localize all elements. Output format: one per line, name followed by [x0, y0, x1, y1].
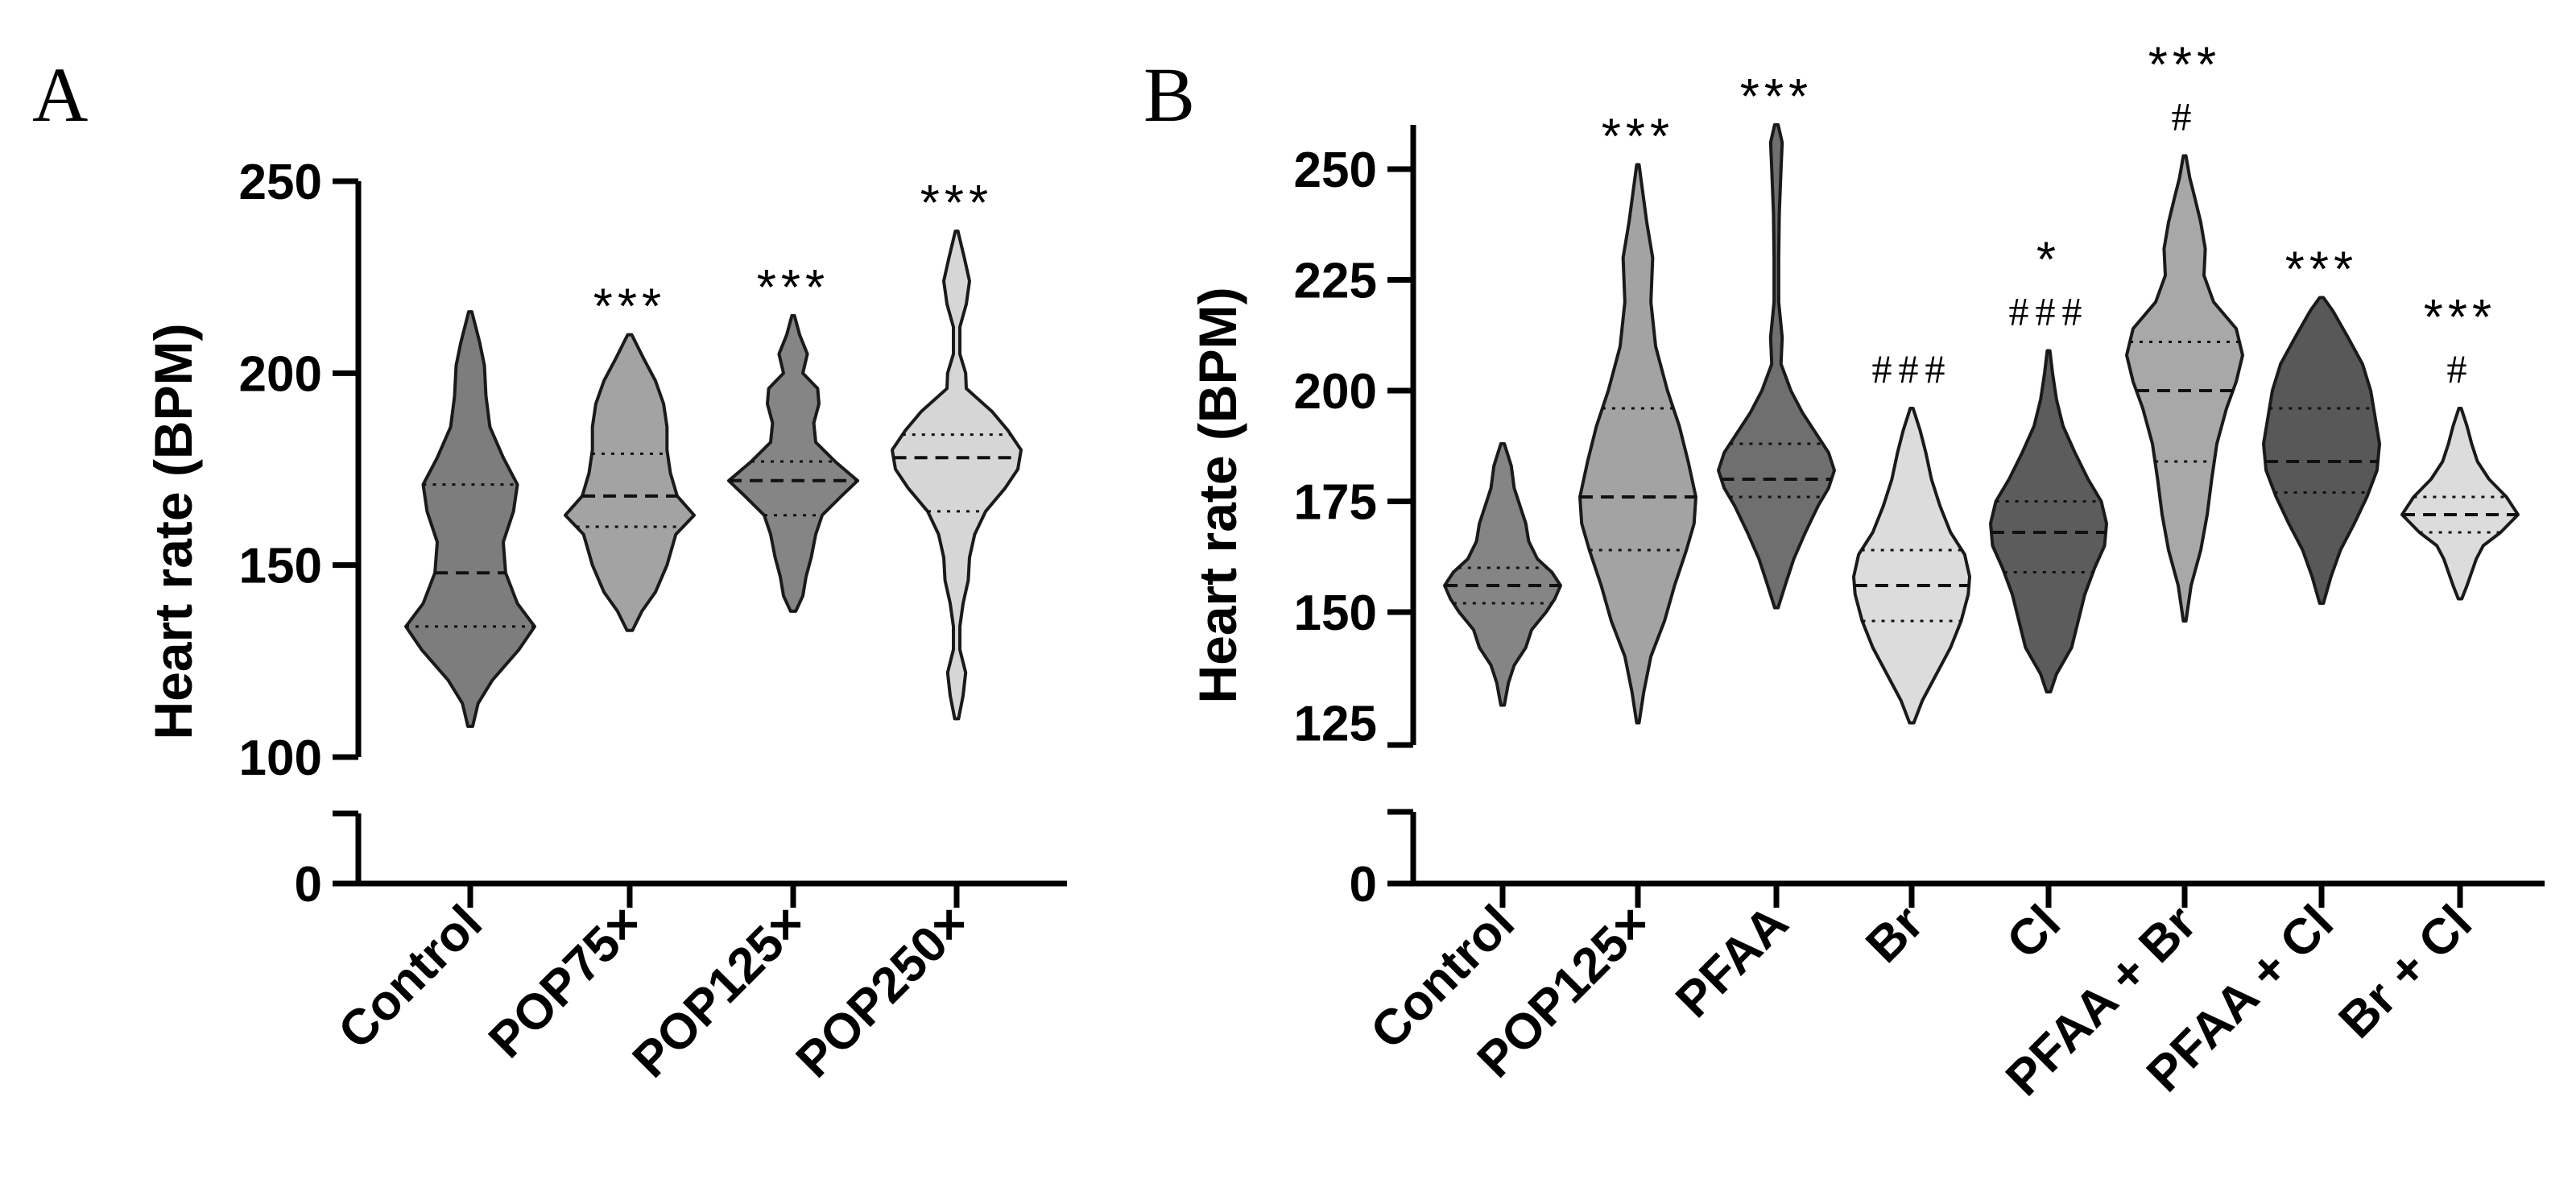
- category-label: POP250×: [786, 895, 979, 1088]
- significance-marker: ***: [920, 176, 993, 231]
- y-tick-label: 150: [1294, 586, 1377, 641]
- violin-1: [1443, 442, 1562, 707]
- y-tick-label: 200: [1294, 364, 1377, 420]
- panel-b-chart: 0125150175200225250Control***POP125×***P…: [1294, 38, 2545, 1107]
- y-tick-label: 150: [239, 539, 322, 594]
- significance-marker: ***: [2148, 38, 2221, 93]
- violin-4: [1852, 407, 1971, 725]
- hash-marker: ###: [1872, 346, 1952, 391]
- category-label: Br: [1855, 895, 1934, 974]
- hash-marker: #: [2447, 346, 2474, 391]
- panel-a-chart: 0 100 150 200 250 Control *** POP75× *** POP125× *…: [239, 155, 1067, 1088]
- violin-4: [891, 229, 1023, 721]
- violin-8: [2400, 407, 2520, 601]
- panel-b-ylabel: Heart rate (BPM): [1188, 287, 1247, 703]
- significance-marker: ***: [757, 260, 829, 316]
- panel-a-letter: A: [32, 52, 88, 138]
- significance-marker: *: [2036, 233, 2061, 288]
- significance-marker: ***: [1602, 110, 1674, 165]
- significance-marker: ***: [2285, 242, 2358, 298]
- significance-marker: ***: [2424, 290, 2496, 346]
- y-tick-label: 225: [1294, 254, 1377, 309]
- violin-5: [1989, 349, 2108, 693]
- category-label: Cl: [1996, 895, 2071, 970]
- category-label: Control: [328, 895, 493, 1060]
- y-tick-label: 250: [239, 155, 322, 210]
- category-label: POP75×: [478, 895, 652, 1069]
- y-tick-label: 250: [1294, 143, 1377, 198]
- category-label: Br + Cl: [2329, 895, 2483, 1049]
- violin-6: [2125, 154, 2244, 623]
- violin-1: [404, 310, 536, 728]
- violin-3: [727, 313, 859, 613]
- y-tick-label: 0: [1350, 857, 1377, 913]
- y-tick-label: 100: [239, 731, 322, 786]
- significance-marker: ***: [1740, 69, 1813, 125]
- hash-marker: #: [2172, 94, 2198, 139]
- violin-2: [1578, 163, 1697, 725]
- violin-3: [1717, 123, 1836, 610]
- significance-marker: ***: [593, 279, 666, 335]
- y-tick-label: 200: [239, 346, 322, 402]
- y-tick-label: 125: [1294, 697, 1377, 752]
- hash-marker: ###: [2009, 289, 2089, 334]
- panel-a-ylabel: Heart rate (BPM): [143, 323, 203, 739]
- y-tick-label: 175: [1294, 475, 1377, 531]
- category-label: PFAA: [1665, 895, 1799, 1029]
- y-tick-label: 0: [295, 857, 322, 913]
- violin-2: [564, 333, 696, 632]
- violin-7: [2262, 296, 2381, 605]
- panel-b-letter: B: [1143, 52, 1195, 138]
- category-label: POP125×: [622, 895, 816, 1088]
